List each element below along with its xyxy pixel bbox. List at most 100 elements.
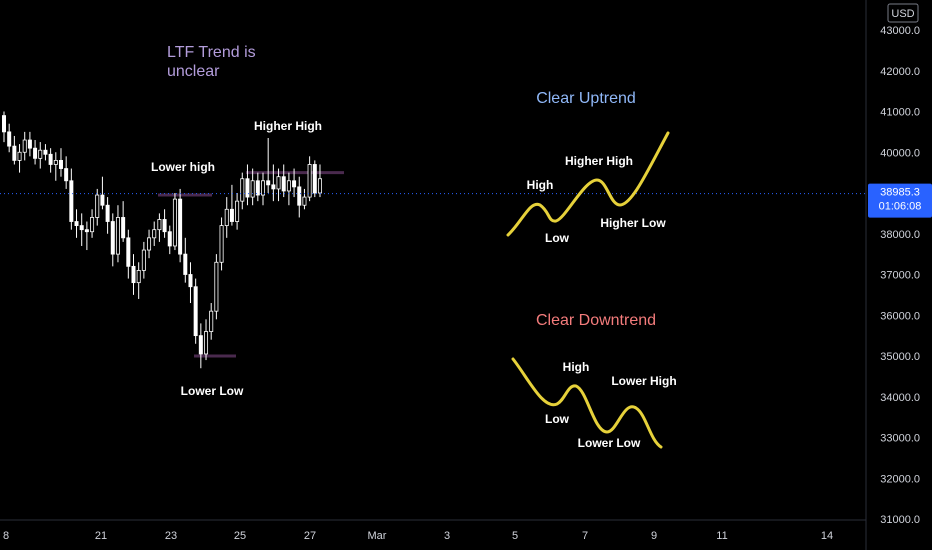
candle (193, 278, 198, 344)
time-tick-label: 11 (716, 530, 727, 542)
downtrend-high-label: High (563, 360, 590, 374)
candle (38, 142, 43, 169)
candle-body (245, 178, 250, 198)
candle-body (317, 178, 322, 194)
candle (317, 164, 322, 198)
candle-body (172, 198, 177, 247)
candle (307, 156, 312, 202)
candle (255, 172, 260, 202)
downtrend-lower-high-label: Lower High (611, 374, 676, 388)
candle (178, 188, 183, 263)
price-tick-label: 32000.0 (880, 473, 920, 485)
candle (198, 323, 203, 369)
clear-downtrend-title: Clear Downtrend (536, 312, 656, 329)
lower-low-label: Lower Low (181, 384, 244, 398)
candle (131, 254, 136, 295)
lower-high-label: Lower high (151, 160, 215, 174)
candle (79, 213, 84, 246)
candle (152, 221, 157, 246)
price-tick-label: 33000.0 (880, 433, 920, 445)
candle-body (64, 168, 69, 182)
candle-body (276, 176, 281, 190)
candle (33, 140, 38, 165)
uptrend-high-label: High (527, 178, 554, 192)
candle-body (105, 204, 110, 222)
candle (224, 197, 229, 238)
candle (229, 184, 234, 226)
time-tick-label: 14 (821, 530, 833, 542)
price-axis[interactable]: USD 31000.0 32000.0 33000.0 34000.0 35000.0 3… (865, 0, 920, 550)
candle-body (297, 186, 302, 206)
candle-body (27, 139, 32, 149)
candle-body (136, 270, 141, 284)
downtrend-sketch (511, 357, 663, 449)
candle-body (141, 249, 146, 271)
candle-body (188, 274, 193, 288)
time-tick-label: 25 (234, 530, 246, 542)
candle-body (162, 219, 167, 233)
time-tick-label: 8 (3, 530, 9, 542)
currency-badge[interactable] (887, 3, 919, 23)
candle (74, 209, 79, 238)
candle-body (292, 180, 297, 188)
candle-body (312, 164, 317, 194)
uptrend-higher-high-label: Higher High (565, 154, 633, 168)
candle (250, 168, 255, 206)
candle (126, 229, 131, 279)
candle-body (43, 149, 48, 155)
candle (183, 237, 188, 283)
candle-body (271, 184, 276, 190)
candle-body (126, 237, 131, 267)
candle (147, 229, 152, 259)
candle (69, 168, 74, 230)
time-tick-label: 23 (165, 530, 177, 542)
downtrend-low-label: Low (545, 412, 570, 426)
candle (172, 193, 177, 251)
price-tick-label: 38000.0 (880, 229, 920, 241)
candle (204, 319, 209, 361)
candle-body (147, 237, 152, 251)
candle (12, 135, 17, 165)
candle (84, 221, 89, 251)
candle (141, 241, 146, 279)
time-axis[interactable]: 8 21 23 25 27 Mar 3 5 7 9 11 14 (3, 530, 833, 542)
candle-body (209, 310, 214, 332)
candle (17, 144, 22, 173)
uptrend-higher-low-label: Higher Low (600, 216, 666, 230)
candle-body (84, 229, 89, 233)
price-tick-label: 40000.0 (880, 147, 920, 159)
candle-body (183, 253, 188, 275)
candle-body (214, 261, 219, 312)
candle-body (307, 164, 312, 198)
current-price-badge (868, 183, 932, 218)
candle (302, 188, 307, 210)
candle (105, 197, 110, 234)
uptrend-low-label: Low (545, 231, 570, 245)
candle-body (131, 265, 136, 284)
candle-body (69, 180, 74, 222)
candle (90, 209, 95, 238)
candle-body (240, 178, 245, 202)
candle (292, 168, 297, 198)
price-tick-label: 37000.0 (880, 270, 920, 282)
candle-body (193, 286, 198, 337)
price-tick-label: 42000.0 (880, 66, 920, 78)
candle (286, 172, 291, 206)
candle-body (2, 115, 7, 133)
countdown-label: 01:06:08 (879, 201, 922, 213)
candle-body (250, 180, 255, 198)
candle-body (79, 225, 84, 231)
candle (58, 148, 63, 177)
time-tick-label: 21 (95, 530, 107, 542)
candle (219, 217, 224, 271)
currency-label: USD (891, 8, 914, 20)
candle (312, 160, 317, 198)
candle-body (219, 225, 224, 263)
candle-body (17, 151, 22, 161)
candle-body (229, 208, 234, 222)
candle-body (255, 180, 260, 196)
candle-body (260, 180, 265, 196)
price-tick-label: 36000.0 (880, 310, 920, 322)
candle (157, 213, 162, 242)
